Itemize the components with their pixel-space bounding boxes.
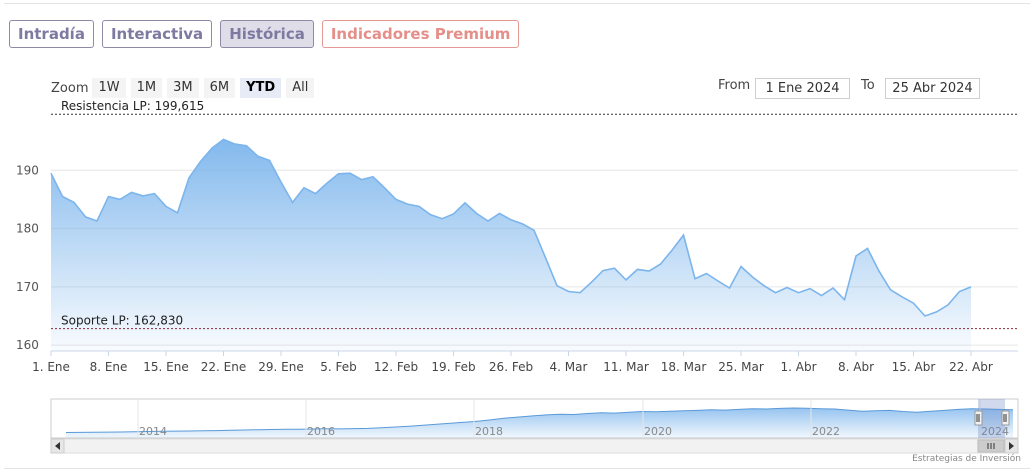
x-tick-label: 22. Ene	[201, 360, 246, 374]
price-line	[50, 138, 972, 317]
zoom-1w-button[interactable]: 1W	[92, 78, 126, 98]
x-tick-label: 12. Feb	[374, 360, 418, 374]
x-tick-label: 8. Ene	[90, 360, 128, 374]
credit-text: Estrategias de Inversión	[912, 454, 1021, 464]
x-tick-label: 15. Ene	[143, 360, 188, 374]
tab-historica[interactable]: Histórica	[220, 20, 314, 48]
navigator-year-label: 2016	[307, 425, 335, 438]
x-tick-label: 11. Mar	[603, 360, 649, 374]
navigator-year-label: 2024	[981, 425, 1009, 438]
x-tick-label: 19. Feb	[431, 360, 475, 374]
x-tick-label: 22. Abr	[949, 360, 993, 374]
zoom-selector: Zoom 1W 1M 3M 6M YTD All	[51, 78, 319, 98]
zoom-3m-button[interactable]: 3M	[167, 78, 199, 98]
x-tick-label: 15. Abr	[892, 360, 936, 374]
x-tick-label: 26. Feb	[489, 360, 533, 374]
view-tabs: Intradía Interactiva Histórica Indicador…	[9, 20, 520, 48]
navigator-year-label: 2018	[475, 425, 503, 438]
x-tick-label: 1. Ene	[32, 360, 70, 374]
zoom-all-button[interactable]: All	[286, 78, 315, 98]
top-divider	[4, 3, 1030, 4]
y-tick-label: 170	[16, 280, 39, 294]
scroll-left-icon	[55, 442, 60, 450]
scroll-right-icon	[1009, 442, 1014, 450]
x-tick-label: 25. Mar	[718, 360, 764, 374]
navigator-scrollbar-track[interactable]	[50, 438, 1019, 454]
from-label: From	[718, 78, 751, 93]
x-tick-label: 29. Ene	[258, 360, 303, 374]
x-tick-label: 1. Abr	[780, 360, 816, 374]
from-date-input[interactable]: 1 Ene 2024	[755, 78, 850, 99]
navigator-line	[65, 407, 1014, 433]
y-tick-label: 190	[16, 163, 39, 177]
resistance-label: Resistencia LP: 199,615	[61, 99, 204, 113]
y-tick-label: 180	[16, 222, 39, 236]
zoom-6m-button[interactable]: 6M	[203, 78, 236, 98]
navigator-year-label: 2022	[812, 425, 840, 438]
to-date-input[interactable]: 25 Abr 2024	[885, 78, 980, 99]
zoom-label: Zoom	[51, 80, 89, 96]
tab-indicadores-premium[interactable]: Indicadores Premium	[321, 20, 520, 48]
support-label: Soporte LP: 162,830	[61, 314, 183, 328]
y-tick-label: 160	[16, 338, 39, 352]
navigator-year-label: 2014	[139, 425, 167, 438]
x-tick-label: 4. Mar	[550, 360, 588, 374]
zoom-ytd-button[interactable]: YTD	[240, 78, 282, 98]
to-label: To	[861, 78, 875, 93]
tab-intradia[interactable]: Intradía	[9, 20, 94, 48]
x-tick-label: 18. Mar	[661, 360, 707, 374]
price-area-fill	[51, 139, 971, 351]
zoom-1m-button[interactable]: 1M	[130, 78, 163, 98]
x-tick-label: 8. Abr	[838, 360, 874, 374]
x-tick-label: 5. Feb	[320, 360, 357, 374]
navigator-year-label: 2020	[644, 425, 672, 438]
bottom-divider	[4, 468, 1030, 469]
tab-interactiva[interactable]: Interactiva	[101, 20, 213, 48]
navigator-area	[66, 408, 1013, 438]
